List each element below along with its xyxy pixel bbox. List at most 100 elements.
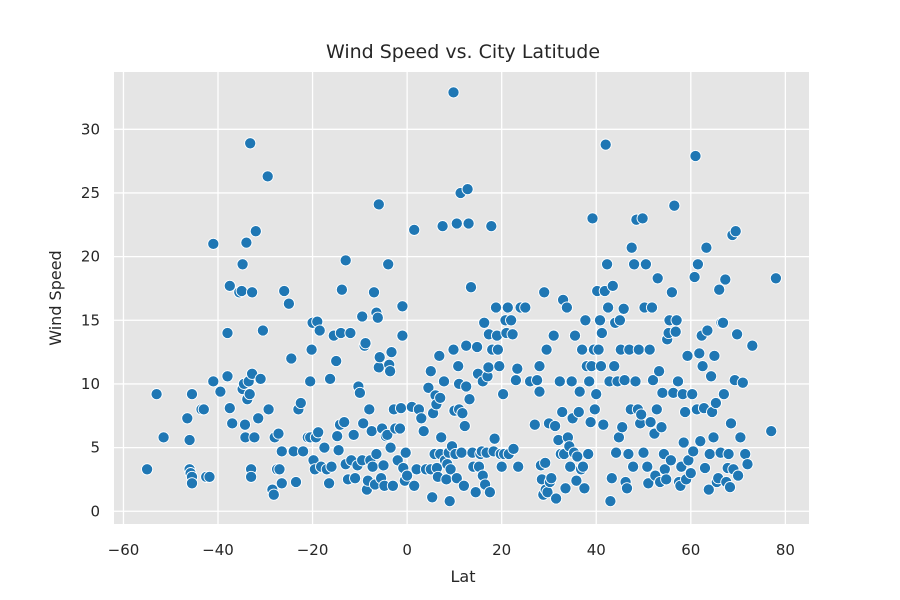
data-point [545, 472, 558, 485]
x-tick-label: 60 [681, 541, 700, 559]
data-point [549, 419, 562, 433]
data-point [538, 286, 551, 299]
data-point [734, 431, 747, 444]
data-point [579, 314, 592, 327]
y-tick-label: 10 [81, 375, 100, 393]
data-point [385, 346, 398, 359]
data-point [701, 324, 714, 337]
data-point [382, 258, 395, 271]
x-tick-label: −60 [108, 541, 140, 559]
y-tick-label: 30 [81, 120, 100, 138]
data-point [248, 431, 261, 444]
data-point [568, 329, 582, 342]
x-tick-label: −20 [297, 541, 329, 559]
y-tick-labels: 0 5 10 15 20 25 30 [81, 120, 100, 520]
data-point [512, 460, 525, 473]
data-point [313, 324, 326, 337]
data-point [599, 138, 612, 151]
data-point [571, 450, 584, 463]
data-point [686, 388, 699, 401]
data-point [447, 343, 460, 356]
data-point [304, 375, 317, 388]
data-point [637, 446, 650, 459]
data-point [613, 314, 626, 327]
data-point [584, 416, 597, 429]
data-point [357, 417, 370, 430]
data-point [707, 431, 720, 444]
data-point [254, 372, 267, 385]
data-point [560, 301, 573, 314]
data-point [256, 324, 269, 337]
data-point [433, 349, 446, 362]
data-point [221, 370, 234, 383]
data-point [509, 374, 522, 387]
data-point [294, 396, 307, 410]
y-axis-label: Wind Speed [46, 250, 65, 345]
data-point [356, 310, 369, 323]
data-point [223, 402, 236, 415]
data-point [141, 463, 154, 476]
data-point [424, 365, 437, 378]
data-point [583, 375, 596, 388]
data-point [244, 137, 257, 150]
data-point [185, 477, 199, 490]
data-point [533, 385, 546, 398]
data-point [396, 329, 409, 342]
data-point [462, 217, 475, 230]
data-point [656, 386, 669, 399]
data-point [371, 311, 384, 324]
data-point [401, 469, 414, 482]
data-point [434, 391, 447, 404]
data-point [689, 149, 702, 163]
data-point [573, 385, 586, 398]
data-point [282, 297, 295, 310]
data-point [478, 316, 491, 329]
data-points [141, 86, 782, 508]
data-point [625, 241, 638, 254]
data-point [644, 416, 657, 429]
data-point [245, 470, 258, 483]
data-point [746, 339, 759, 352]
data-point [483, 486, 496, 499]
data-point [645, 301, 659, 314]
data-point [370, 447, 383, 461]
data-point [297, 445, 310, 458]
data-point [664, 454, 677, 467]
data-point [601, 258, 614, 271]
data-point [608, 360, 621, 373]
data-point [651, 272, 664, 285]
data-point [261, 170, 274, 183]
data-point [716, 316, 730, 329]
data-point [719, 273, 732, 286]
data-point [578, 482, 591, 495]
data-point [723, 481, 737, 494]
data-point [450, 472, 463, 485]
data-point [183, 433, 196, 447]
data-point [452, 360, 465, 373]
data-point [576, 460, 590, 473]
data-point [305, 343, 318, 356]
data-point [488, 432, 501, 445]
data-point [447, 86, 460, 99]
data-point [540, 343, 553, 356]
data-point [677, 436, 690, 449]
data-point [604, 495, 617, 508]
data-point [497, 388, 510, 401]
data-point [372, 361, 385, 374]
data-point [617, 302, 630, 315]
data-point [408, 479, 421, 492]
data-point [495, 460, 508, 473]
data-point [493, 360, 506, 373]
data-point [491, 343, 504, 356]
data-point [366, 460, 379, 473]
y-tick-label: 20 [81, 248, 100, 266]
data-point [203, 470, 216, 483]
data-point [698, 461, 712, 475]
data-point [399, 446, 412, 459]
data-point [702, 483, 715, 496]
data-point [235, 284, 248, 298]
data-point [688, 270, 701, 284]
data-point [207, 237, 220, 250]
data-point [207, 375, 220, 388]
chart-title: Wind Speed vs. City Latitude [326, 41, 600, 63]
